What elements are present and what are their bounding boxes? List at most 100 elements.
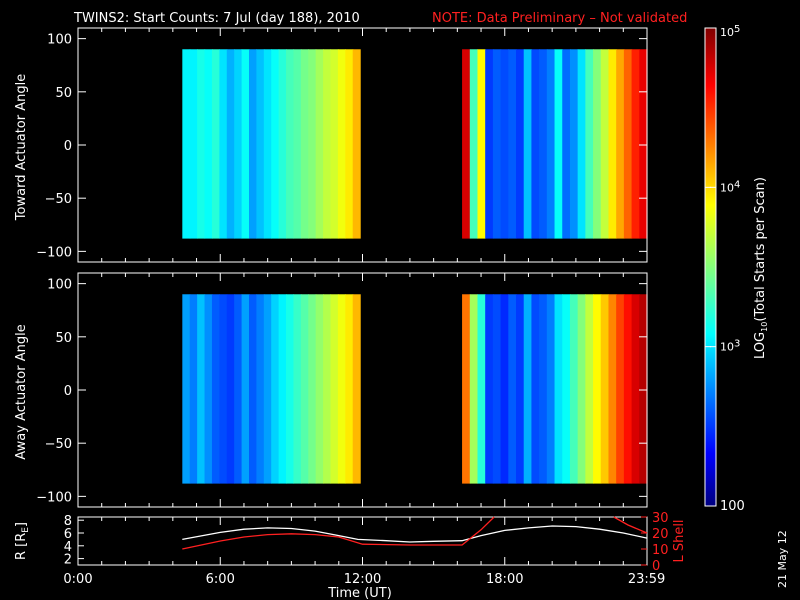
x-tick-label: 12:00 <box>344 572 381 587</box>
heat-column <box>469 294 479 484</box>
heat-column <box>523 49 533 239</box>
heat-column <box>323 294 332 484</box>
heat-column <box>352 294 361 484</box>
heat-column <box>577 49 586 239</box>
heat-column <box>539 49 548 239</box>
heat-column <box>204 294 213 484</box>
heat-column <box>300 294 309 484</box>
y-tick-label: 100 <box>47 33 72 48</box>
heat-column <box>352 49 361 239</box>
heat-column <box>182 49 191 239</box>
heat-column <box>286 294 295 484</box>
heat-column <box>562 49 571 239</box>
y-tick-label: −100 <box>36 490 72 505</box>
y-tick-label: 6 <box>64 527 72 542</box>
heat-column <box>516 49 525 239</box>
heat-column <box>278 294 287 484</box>
heat-column <box>345 294 354 484</box>
heat-column <box>189 49 198 239</box>
heat-column <box>226 49 235 239</box>
heat-column <box>631 294 640 484</box>
heat-column <box>189 294 198 484</box>
y-tick-label: 2 <box>64 553 72 568</box>
heat-column <box>508 49 517 239</box>
heat-column <box>293 49 302 239</box>
x-tick-label: 18:00 <box>486 572 523 587</box>
heat-column <box>234 294 243 484</box>
heat-column <box>315 294 324 484</box>
heat-column <box>639 294 648 484</box>
lshell-line <box>182 516 495 550</box>
date-stamp: 21 May 12 <box>776 530 789 588</box>
heat-column <box>286 49 295 239</box>
heat-column <box>546 49 556 239</box>
heat-column <box>608 294 617 484</box>
heat-column <box>546 294 556 484</box>
y-tick-label-right: 20 <box>652 527 669 542</box>
y-tick-label-right: 30 <box>652 511 669 526</box>
heat-column <box>577 294 586 484</box>
heat-column <box>539 294 548 484</box>
heat-column <box>197 294 206 484</box>
heat-column <box>182 294 191 484</box>
heat-column <box>600 49 610 239</box>
x-tick-label: 6:00 <box>206 572 235 587</box>
chart-title: TWINS2: Start Counts: 7 Jul (day 188), 2… <box>73 11 360 26</box>
heat-column <box>278 49 287 239</box>
heat-column <box>492 294 502 484</box>
heat-column <box>516 294 525 484</box>
heat-column <box>249 49 258 239</box>
heat-column <box>623 294 633 484</box>
heat-column <box>585 49 594 239</box>
heat-column <box>263 49 272 239</box>
heat-column <box>204 49 213 239</box>
heat-column <box>315 49 324 239</box>
heat-column <box>219 49 228 239</box>
heat-column <box>462 49 471 239</box>
y-tick-label: −50 <box>45 192 72 207</box>
heat-column <box>623 49 633 239</box>
y-tick-label: 100 <box>47 278 72 293</box>
heat-column <box>308 49 317 239</box>
heat-column <box>554 294 563 484</box>
r-line <box>182 525 648 543</box>
heat-column <box>531 49 540 239</box>
y-tick-label: −100 <box>36 245 72 260</box>
heat-column <box>485 49 494 239</box>
heat-column <box>300 49 309 239</box>
y-tick-label-right: 10 <box>652 543 669 558</box>
heat-column <box>562 294 571 484</box>
heat-column <box>345 49 354 239</box>
lshell-line <box>613 516 648 534</box>
toward-panel: −100 −50 0 50 100 <box>36 27 648 263</box>
heat-column <box>323 49 332 239</box>
heat-column <box>554 49 563 239</box>
heat-column <box>234 49 243 239</box>
colorbar-tick-label: 103 <box>720 339 740 354</box>
heat-column <box>569 294 579 484</box>
heat-column <box>477 294 486 484</box>
heat-column <box>477 49 486 239</box>
y-tick-label: 0 <box>64 139 72 154</box>
heat-column <box>492 49 502 239</box>
y-tick-label: −50 <box>45 437 72 452</box>
chart-note: NOTE: Data Preliminary – Not validated <box>432 11 687 26</box>
heat-column <box>337 294 346 484</box>
heat-column <box>500 294 509 484</box>
heat-column <box>531 294 540 484</box>
colorbar <box>704 27 717 507</box>
heat-column <box>249 294 258 484</box>
heat-column <box>523 294 533 484</box>
heat-column <box>271 49 280 239</box>
colorbar-tick-label: 104 <box>720 179 740 194</box>
toward-ylabel: Toward Actuator Angle <box>14 74 29 221</box>
heat-column <box>631 49 640 239</box>
x-tick-label: 23:59 <box>628 572 665 587</box>
heat-column <box>593 294 602 484</box>
heat-column <box>616 49 625 239</box>
away-panel: −100 −50 0 50 100 <box>36 272 648 508</box>
heat-column <box>500 49 509 239</box>
heat-column <box>600 294 610 484</box>
